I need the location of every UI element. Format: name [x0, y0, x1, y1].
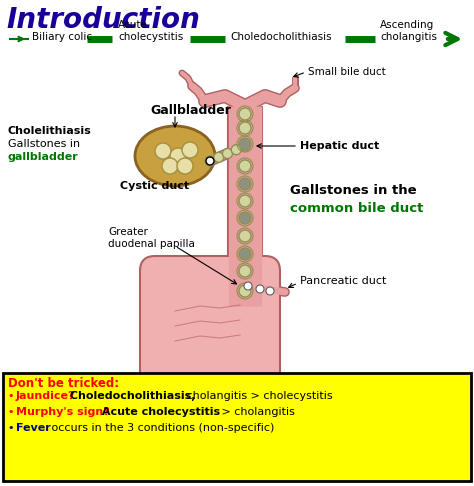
Circle shape [239, 195, 251, 207]
FancyBboxPatch shape [3, 373, 471, 481]
Circle shape [214, 152, 224, 162]
Text: Murphy's sign?: Murphy's sign? [16, 407, 110, 417]
Text: •: • [8, 391, 18, 401]
Text: •: • [8, 407, 18, 417]
Circle shape [266, 287, 274, 295]
Text: Fever: Fever [16, 423, 51, 433]
Text: Pancreatic duct: Pancreatic duct [300, 276, 386, 286]
Text: Gallstones in the: Gallstones in the [290, 185, 417, 197]
Text: Jaundice?: Jaundice? [16, 391, 75, 401]
Circle shape [240, 141, 250, 151]
Text: Gallstones in: Gallstones in [8, 139, 80, 149]
Text: Cystic duct: Cystic duct [120, 181, 189, 191]
FancyBboxPatch shape [140, 256, 280, 391]
Ellipse shape [135, 126, 215, 186]
Text: Hepatic duct: Hepatic duct [300, 141, 379, 151]
Text: Don't be tricked:: Don't be tricked: [8, 377, 119, 390]
Circle shape [239, 160, 251, 172]
Text: Cholelithiasis: Cholelithiasis [8, 126, 92, 136]
Text: •: • [8, 423, 18, 433]
Circle shape [170, 148, 186, 164]
Text: Ascending
cholangitis: Ascending cholangitis [380, 20, 437, 42]
Text: Introduction: Introduction [6, 6, 200, 34]
Circle shape [205, 156, 215, 166]
Text: Acute
cholecystitis: Acute cholecystitis [118, 20, 183, 42]
Text: Biliary colic: Biliary colic [32, 32, 92, 42]
Circle shape [239, 122, 251, 134]
Text: > cholangitis: > cholangitis [218, 407, 295, 417]
Text: Choledocholithiasis: Choledocholithiasis [230, 32, 332, 42]
Circle shape [239, 178, 251, 190]
Text: Acute cholecystitis: Acute cholecystitis [98, 407, 220, 417]
Circle shape [239, 248, 251, 260]
Circle shape [239, 138, 251, 150]
Circle shape [239, 212, 251, 224]
Text: gallbladder: gallbladder [8, 152, 79, 162]
Circle shape [222, 149, 233, 158]
Circle shape [206, 157, 214, 165]
Text: Gallbladder: Gallbladder [150, 104, 231, 118]
Circle shape [155, 143, 171, 159]
Text: Choledocholithiasis,: Choledocholithiasis, [66, 391, 195, 401]
Text: Greater
duodenal papilla: Greater duodenal papilla [108, 227, 195, 249]
Text: cholangitis > cholecystitis: cholangitis > cholecystitis [183, 391, 333, 401]
Text: common bile duct: common bile duct [290, 202, 423, 214]
Circle shape [244, 282, 252, 290]
Circle shape [239, 108, 251, 120]
Circle shape [239, 265, 251, 277]
Circle shape [177, 158, 193, 174]
Circle shape [239, 285, 251, 297]
Circle shape [162, 158, 178, 174]
Text: occurs in the 3 conditions (non-specific): occurs in the 3 conditions (non-specific… [48, 423, 274, 433]
Circle shape [231, 145, 241, 155]
Circle shape [182, 142, 198, 158]
Text: Small bile duct: Small bile duct [308, 67, 386, 77]
Circle shape [256, 285, 264, 293]
Circle shape [239, 230, 251, 242]
